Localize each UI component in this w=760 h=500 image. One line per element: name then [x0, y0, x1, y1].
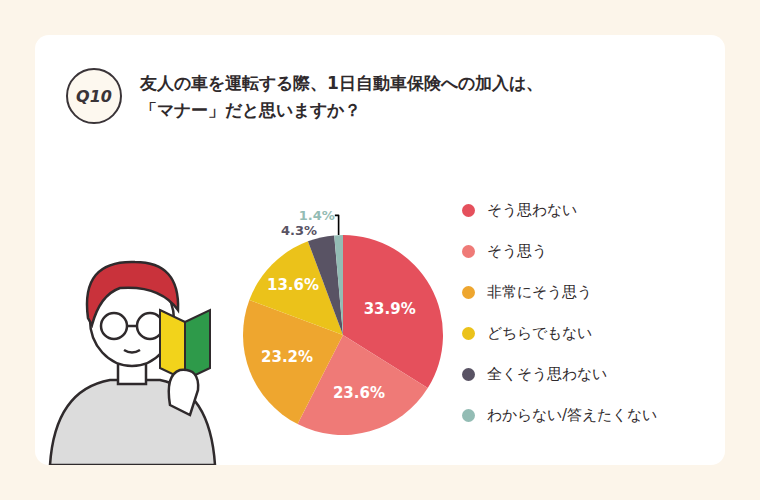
svg-text:1.4%: 1.4%: [299, 208, 335, 223]
svg-text:4.3%: 4.3%: [281, 223, 317, 238]
html-text:「マナー」だと思いますか？: 「マナー」だと思いますか？: [140, 100, 361, 120]
html-text:どちらでもない: どちらでもない: [487, 324, 592, 342]
html-text:Q10: Q10: [76, 86, 112, 106]
html-text:そう思う: そう思う: [487, 242, 547, 260]
html-text:全くそう思わない: 全くそう思わない: [487, 365, 607, 383]
html-text:友人の車を運転する際、1日自動車保険への加入は、: 友人の車を運転する際、1日自動車保険への加入は、: [140, 73, 543, 93]
svg-text:23.6%: 23.6%: [333, 384, 385, 402]
svg-text:23.2%: 23.2%: [261, 348, 313, 366]
svg-text:33.9%: 33.9%: [364, 300, 416, 318]
html-text:そう思わない: そう思わない: [487, 201, 577, 219]
svg-text:13.6%: 13.6%: [267, 276, 319, 294]
html-text:非常にそう思う: 非常にそう思う: [487, 283, 592, 301]
html-text:わからない/答えたくない: わからない/答えたくない: [487, 406, 658, 424]
